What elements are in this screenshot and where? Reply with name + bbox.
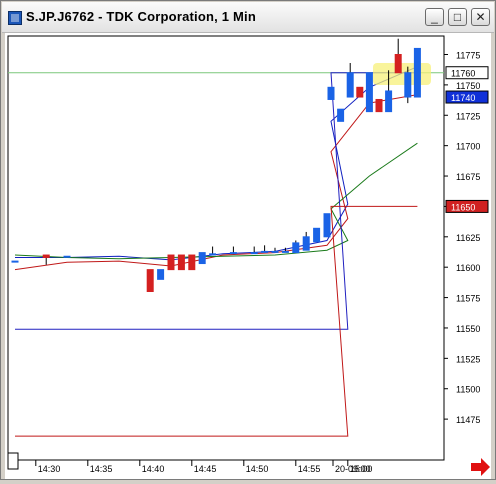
candle-body [346,72,354,98]
candle-body [146,269,154,292]
y-tick-label: 11550 [456,324,480,334]
price-label-box [445,199,489,213]
y-tick-label: 11700 [456,142,480,152]
candle-body [209,253,217,256]
title-bar[interactable]: S.JP.J6762 - TDK Corporation, 1 Min _ □ … [2,2,494,33]
y-tick-label: 11525 [456,354,480,364]
price-label: 11740 [451,93,475,103]
minimize-icon: _ [431,10,438,24]
candle-body [413,47,421,98]
candle-body [188,254,196,271]
price-label-box [445,90,489,104]
candle-body [157,269,165,280]
chart-area[interactable]: 11475 11500 11525 11550 11575 11600 11625 11650… [5,33,491,479]
candle-body [313,227,321,243]
scroll-right-arrow-icon[interactable] [471,458,490,476]
candle-body [229,252,237,255]
x-tick-label: 14:45 [194,464,217,474]
candle-body [356,86,364,98]
y-tick-label: 11475 [456,415,480,425]
candle-body [327,86,335,100]
candle-body [404,72,412,98]
candle-body [167,254,175,271]
y-tick-label: 11600 [456,263,480,273]
y-tick-label: 11625 [456,233,480,243]
price-label-box [445,66,489,80]
highlight-marker [373,63,431,86]
scroll-thumb[interactable] [7,452,19,470]
x-tick-label: 14:30 [38,464,61,474]
y-tick-label: 11775 [456,51,480,61]
maximize-button[interactable]: □ [448,8,467,26]
y-tick-label: 11725 [456,111,480,121]
price-label: 11650 [451,202,475,212]
x-tick-label: 14:40 [142,464,165,474]
maximize-icon: □ [453,10,462,24]
x-tick-label: 15:00 [350,464,373,474]
candle-body [394,54,402,74]
y-tick-label: 11750 [456,81,480,91]
candle-body [198,252,206,265]
candle-body [292,242,300,254]
candle-body [271,250,279,253]
candle-body [177,254,185,271]
x-tick-label: 14:35 [90,464,113,474]
candle-body [281,250,289,253]
close-icon: ✕ [475,10,486,24]
price-label: 11760 [451,69,475,79]
candle-body [375,98,383,113]
price-chart[interactable]: 11475 11500 11525 11550 11575 11600 11625 11650… [5,33,491,479]
x-tick-label: 20-09:00 [335,464,371,474]
candle-body [42,254,50,258]
plot-frame [7,35,445,461]
candle-body [385,90,393,113]
app-icon [8,11,22,25]
candle-body [302,236,310,251]
candle-body [250,252,258,255]
candle-body [365,72,373,113]
candle-body [337,108,345,122]
series-line [15,205,418,437]
x-tick-label: 14:50 [246,464,269,474]
candle-body [63,255,71,258]
series-line [14,142,418,260]
x-tick-label: 14:55 [298,464,321,474]
candle-body [261,250,269,253]
minimize-button[interactable]: _ [425,8,444,26]
y-tick-label: 11675 [456,172,480,182]
y-tick-label: 11500 [456,385,480,395]
close-button[interactable]: ✕ [471,8,490,26]
y-tick-label: 11575 [456,294,480,304]
candle-body [11,260,19,263]
window-title: S.JP.J6762 - TDK Corporation, 1 Min [26,9,256,24]
candle-body [323,213,331,238]
